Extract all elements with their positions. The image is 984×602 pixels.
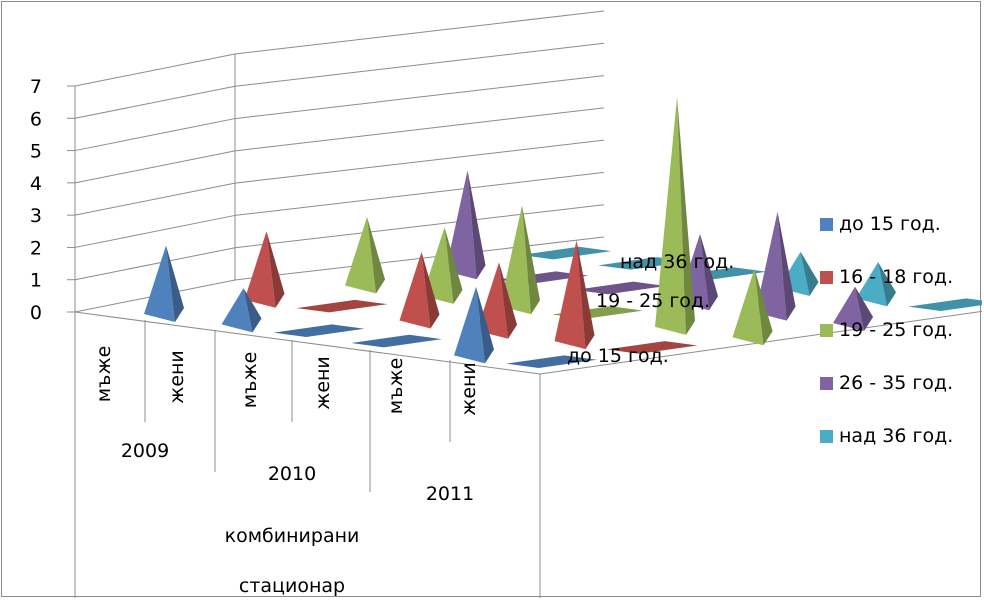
x-axis-category-labels: мъже жени мъже жени мъже жени 2009 2010 2011 комб… xyxy=(93,346,480,597)
y-tick-label: 0 xyxy=(30,302,42,324)
pyramid-mark xyxy=(296,299,388,313)
year-label: 2010 xyxy=(268,463,316,485)
depth-axis-label: до 15 год. xyxy=(567,345,669,367)
pyramid-mark xyxy=(454,286,495,364)
y-tick-label: 2 xyxy=(30,237,42,259)
group-label: комбинирани xyxy=(225,525,360,547)
category-label: мъже xyxy=(385,358,407,415)
gridline-left-wall xyxy=(74,214,236,248)
pyramid-mark xyxy=(655,96,696,335)
pyramid-mark xyxy=(520,246,612,260)
series-marks xyxy=(144,96,984,369)
legend-swatch xyxy=(820,429,833,443)
gridline-left-wall xyxy=(74,53,236,87)
legend-label: 19 - 25 год. xyxy=(839,319,954,341)
pyramid-mark xyxy=(755,211,796,321)
pyramid-mark xyxy=(273,324,365,338)
y-tick-label: 6 xyxy=(30,108,42,130)
pyramid-mark xyxy=(244,231,285,308)
pyramid-mark xyxy=(606,341,698,354)
legend-item: до 15 год. xyxy=(820,207,953,241)
y-tick-label: 7 xyxy=(30,76,42,98)
pyramid-mark xyxy=(856,262,897,307)
legend-item: 16 - 18 год. xyxy=(820,260,953,294)
category-label: мъже xyxy=(239,352,261,409)
legend-item: 19 - 25 год. xyxy=(820,313,953,347)
gridline-back-wall xyxy=(234,139,605,184)
year-label: 2009 xyxy=(121,440,169,462)
pyramid-mark xyxy=(445,170,486,280)
gridline-left-wall xyxy=(74,247,236,281)
gridline-back-wall xyxy=(234,204,605,249)
legend-label: 16 - 18 год. xyxy=(839,266,954,288)
gridline-back-wall xyxy=(234,75,605,120)
y-axis-tick-labels: 0 1 2 3 4 5 6 7 xyxy=(30,76,42,324)
legend-swatch xyxy=(820,270,833,284)
y-tick-label: 5 xyxy=(30,141,42,163)
chart-walls xyxy=(74,54,236,312)
group-label: стационар xyxy=(239,575,345,597)
pyramid-mark xyxy=(732,268,773,346)
depth-axis-label: над 36 год. xyxy=(620,251,734,273)
y-tick-label: 1 xyxy=(30,270,42,292)
category-axis-lines xyxy=(74,310,984,598)
legend: до 15 год. 16 - 18 год. 19 - 25 год. 26 … xyxy=(820,207,953,472)
pyramid-mark xyxy=(221,288,262,333)
gridline-left-wall xyxy=(74,182,236,216)
legend-label: 26 - 35 год. xyxy=(839,372,954,394)
gridline-back-wall xyxy=(234,42,605,87)
pyramid-mark xyxy=(351,334,442,348)
pyramid-mark xyxy=(144,245,185,323)
pyramid-mark xyxy=(506,355,597,369)
gridline-back-wall xyxy=(234,171,605,216)
category-label: жени xyxy=(312,356,334,410)
legend-item: 26 - 35 год. xyxy=(820,366,953,400)
depth-axis-label: 19 - 25 год. xyxy=(596,290,710,312)
gridline-left-wall xyxy=(74,118,236,152)
gridline-back-wall xyxy=(234,107,605,152)
category-label: мъже xyxy=(93,346,115,403)
gridline-left-wall xyxy=(74,85,236,119)
pyramid-mark xyxy=(908,298,984,312)
pyramid-mark xyxy=(833,286,874,331)
pyramid-mark xyxy=(554,240,595,350)
depth-axis-line xyxy=(539,310,984,375)
depth-axis-labels: до 15 год. 19 - 25 год. над 36 год. xyxy=(567,251,734,367)
category-axis-line xyxy=(74,311,541,375)
legend-label: до 15 год. xyxy=(839,213,941,235)
legend-swatch xyxy=(820,376,833,390)
legend-swatch xyxy=(820,323,833,337)
pyramid-mark xyxy=(345,216,386,294)
pyramid-mark xyxy=(399,251,440,329)
year-label: 2011 xyxy=(426,483,474,505)
legend-label: над 36 год. xyxy=(839,425,954,447)
y-tick-label: 4 xyxy=(30,173,42,195)
y-tick-label: 3 xyxy=(30,205,42,227)
category-label: жени xyxy=(458,362,480,416)
gridline-left-wall xyxy=(74,150,236,184)
pyramid-mark xyxy=(575,281,666,295)
category-label: жени xyxy=(166,350,188,404)
legend-item: над 36 год. xyxy=(820,419,953,453)
legend-swatch xyxy=(820,217,833,231)
pyramid-mark xyxy=(500,205,541,315)
gridline-back-wall xyxy=(234,10,605,55)
